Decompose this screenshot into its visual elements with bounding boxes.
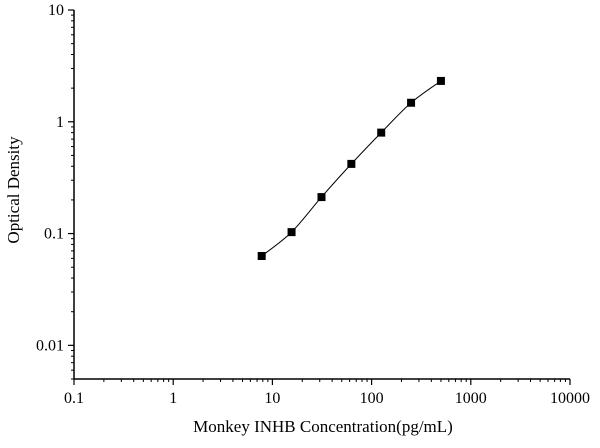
data-point bbox=[436, 76, 445, 85]
x-tick-label: 1 bbox=[169, 390, 177, 407]
y-tick-label: 0.01 bbox=[36, 337, 64, 354]
y-tick-label: 1 bbox=[56, 114, 64, 131]
x-tick-label: 0.1 bbox=[64, 390, 84, 407]
x-tick-label: 10 bbox=[264, 390, 280, 407]
x-tick-label: 10000 bbox=[550, 390, 590, 407]
data-points bbox=[257, 76, 445, 260]
data-point bbox=[287, 228, 296, 237]
x-axis-label: Monkey INHB Concentration(pg/mL) bbox=[193, 417, 453, 436]
data-point bbox=[257, 251, 266, 260]
data-point bbox=[347, 159, 356, 168]
x-tick-label: 100 bbox=[360, 390, 384, 407]
axes bbox=[73, 10, 570, 380]
data-point bbox=[377, 128, 386, 137]
y-tick-label: 10 bbox=[48, 2, 64, 19]
ticks: 0.1 1 10 100 1000 10000 0.01 0.1 1 10 bbox=[36, 2, 590, 407]
data-point bbox=[317, 193, 326, 202]
x-tick-label: 1000 bbox=[455, 390, 487, 407]
y-axis-label: Optical Density bbox=[4, 136, 23, 244]
y-tick-label: 0.1 bbox=[44, 226, 64, 243]
data-point bbox=[407, 98, 416, 107]
